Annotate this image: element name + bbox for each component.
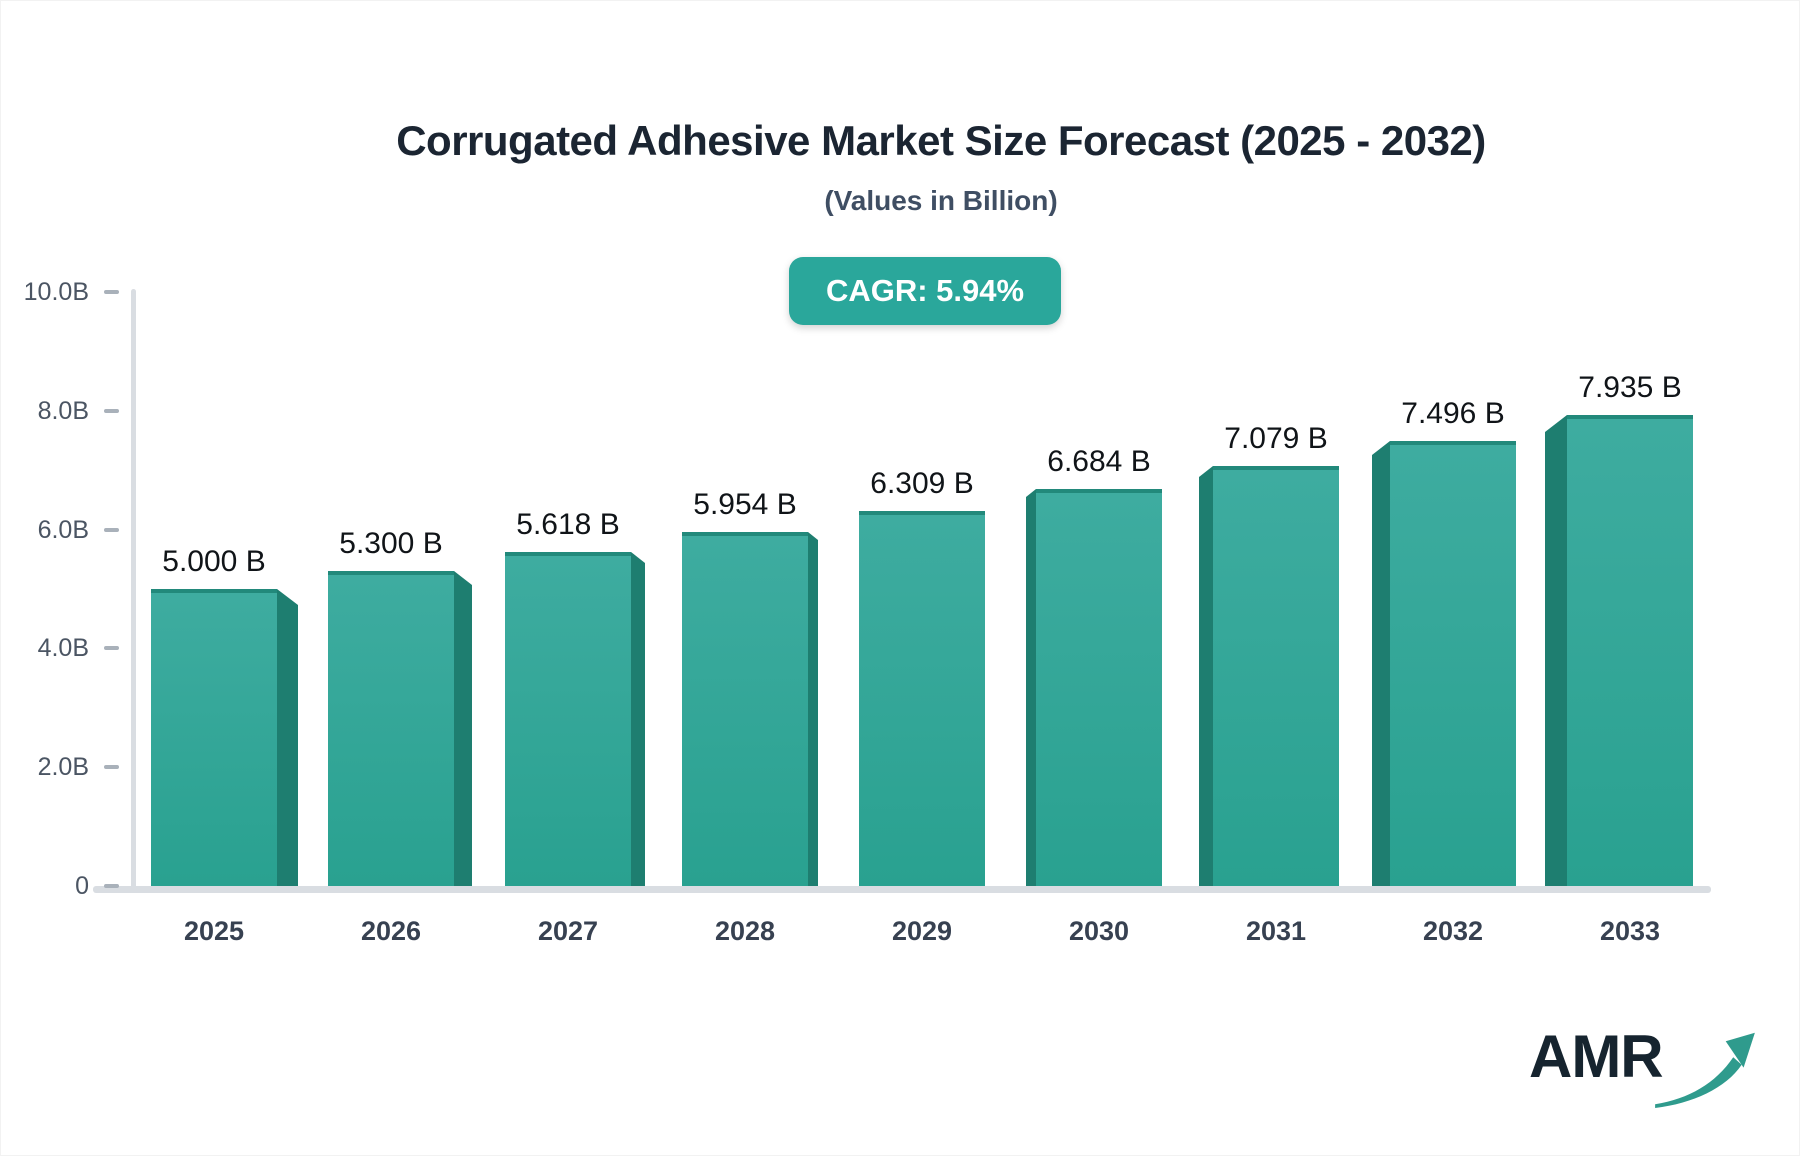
chart-subtitle: (Values in Billion) [824,185,1058,216]
bar-side-face [631,552,645,886]
bar-face [1567,415,1693,886]
y-tick-dash [104,884,119,888]
y-tick-label: 10.0B [23,278,89,306]
y-tick-label: 8.0B [37,396,89,425]
bar-2025: 5.000 B 2025 [151,545,298,946]
y-axis-line [131,289,136,893]
bar-value-label: 6.309 B [870,467,974,500]
y-tick-dash [104,290,119,294]
x-tick-label: 2030 [1068,916,1130,946]
bar-side-face [277,589,298,886]
bar-2031: 7.079 B 2031 [1199,422,1339,946]
x-tick-label: 2031 [1245,916,1307,946]
bar-2027: 5.618 B 2027 [505,508,645,946]
y-tick-label: 0 [75,872,89,900]
bar-face [505,552,631,886]
x-tick-label: 2026 [360,916,422,946]
bar-value-label: 6.684 B [1047,445,1151,478]
bar-face [859,511,985,886]
bar-face [1390,441,1516,886]
bar-value-label: 5.300 B [339,527,443,560]
bar-face [1213,466,1339,886]
bar-value-label: 7.496 B [1401,397,1505,430]
y-tick-dash [104,408,119,413]
bar-2033: 7.935 B 2033 [1545,371,1693,946]
y-tick-dash [104,527,119,532]
bar-side-face [1372,441,1390,886]
bar-2029: 6.309 B 2029 [859,467,985,946]
bars-group: 5.000 B 2025 5.300 B 2026 5.618 B 2027 5.954 B… [151,292,1744,946]
y-tick-label: 2.0B [37,753,89,782]
y-tick-dash [104,765,119,770]
bar-side-face [1026,489,1036,886]
x-tick-label: 2025 [183,916,245,946]
bar-2028: 5.954 B 2028 [682,488,818,946]
bar-2032: 7.496 B 2032 [1372,397,1516,946]
bar-value-label: 5.000 B [162,545,266,578]
bar-side-face [454,571,472,886]
amr-logo: AMR [1529,1027,1757,1109]
bar-value-label: 7.935 B [1578,371,1682,404]
y-tick-label: 4.0B [37,634,89,663]
x-tick-label: 2032 [1422,916,1484,946]
amr-logo-arrow-icon [1654,1032,1755,1109]
bar-side-face [1545,415,1567,886]
chart-title: Corrugated Adhesive Market Size Forecast… [396,117,1486,164]
bar-value-label: 5.954 B [693,488,797,521]
bar-side-face [1199,466,1213,886]
bar-side-face [808,532,818,886]
x-tick-label: 2027 [537,916,599,946]
bar-face [328,571,454,886]
bar-value-label: 5.618 B [516,508,620,541]
bar-2026: 5.300 B 2026 [328,527,472,946]
x-tick-label: 2033 [1599,916,1661,946]
bar-face [151,589,277,886]
x-axis-baseline [93,886,1711,893]
bar-face [1036,489,1162,886]
bar-face [682,532,808,886]
bar-value-label: 7.079 B [1224,422,1328,455]
amr-logo-text: AMR [1529,1023,1664,1090]
y-tick-label: 6.0B [37,515,89,544]
cagr-badge: CAGR: 5.94% [789,257,1061,325]
y-tick-dash [104,646,119,651]
x-tick-label: 2028 [714,916,776,946]
x-tick-label: 2029 [891,916,953,946]
bar-2030: 6.684 B 2030 [1026,445,1162,946]
